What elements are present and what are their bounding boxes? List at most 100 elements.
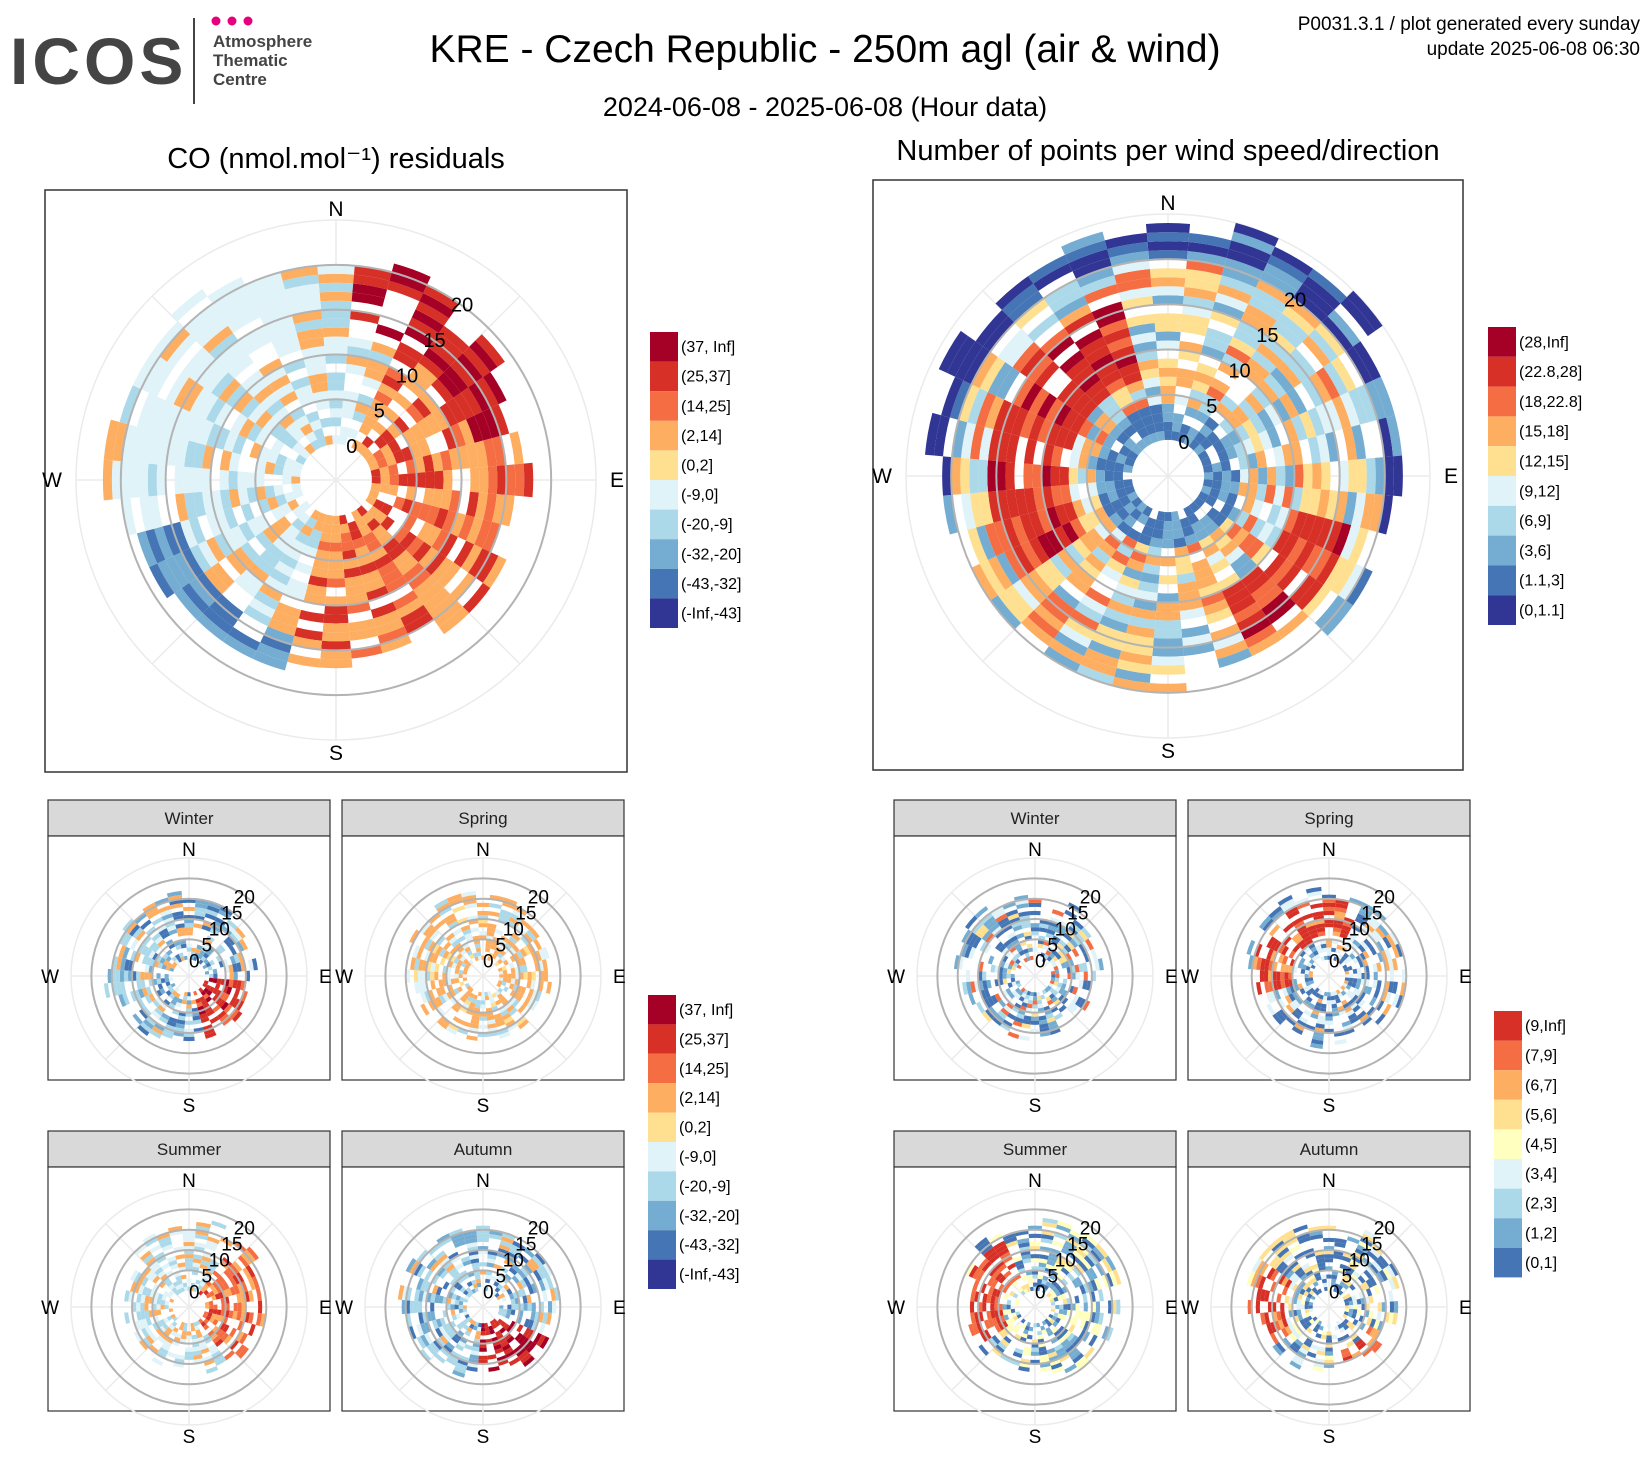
heatmap-cell	[1322, 906, 1336, 912]
heatmap-cell	[486, 1258, 496, 1264]
heatmap-cell	[482, 372, 507, 405]
heatmap-cell	[170, 982, 176, 988]
heatmap-cell	[196, 1332, 203, 1339]
speed-grid-circle	[131, 918, 247, 1034]
speed-tick-label: 5	[495, 1267, 506, 1288]
heatmap-cell	[1331, 1274, 1338, 1280]
heatmap-cell	[192, 1015, 201, 1021]
heatmap-cell	[1347, 1012, 1358, 1021]
heatmap-cell	[426, 927, 437, 939]
heatmap-cell	[1249, 468, 1259, 484]
speed-tick-label: 15	[1361, 1235, 1382, 1256]
heatmap-cell	[1372, 963, 1378, 973]
heatmap-cell	[1003, 1270, 1012, 1279]
heatmap-cell	[1376, 1320, 1385, 1332]
heatmap-cell	[405, 1257, 417, 1273]
heatmap-cell	[1282, 1337, 1292, 1348]
heatmap-cell	[175, 1275, 182, 1282]
heatmap-cell	[171, 408, 190, 439]
heatmap-cell	[267, 324, 297, 342]
heatmap-cell	[1310, 964, 1316, 970]
heatmap-cell	[175, 944, 182, 951]
heatmap-cell	[180, 1321, 185, 1327]
heatmap-cell	[1177, 432, 1188, 444]
heatmap-cell	[1212, 301, 1245, 321]
heatmap-cell	[1097, 958, 1104, 971]
heatmap-cell	[111, 969, 117, 983]
heatmap-cell	[1148, 250, 1188, 260]
heatmap-cell	[412, 541, 432, 563]
heatmap-cell	[255, 1313, 262, 1326]
heatmap-cell	[1116, 507, 1130, 521]
heatmap-cell	[183, 303, 218, 335]
heatmap-cell	[424, 551, 447, 576]
heatmap-cell	[435, 1318, 443, 1328]
heatmap-cell	[1284, 964, 1290, 973]
heatmap-cell	[1050, 1301, 1056, 1306]
heatmap-cell	[1151, 656, 1185, 666]
heatmap-cell	[1308, 928, 1318, 936]
heatmap-cell	[479, 1016, 487, 1021]
heatmap-cell	[457, 514, 475, 541]
heatmap-cell	[499, 996, 507, 1003]
heatmap-cell	[1276, 980, 1282, 990]
heatmap-cell	[166, 1020, 177, 1028]
heatmap-cell	[1027, 354, 1054, 383]
heatmap-cell	[454, 1332, 462, 1341]
heatmap-cell	[1282, 1266, 1292, 1277]
heatmap-cell	[497, 967, 503, 972]
heatmap-cell	[1116, 277, 1152, 293]
heatmap-cell	[381, 568, 403, 586]
heatmap-cell	[154, 1007, 164, 1016]
heatmap-cell	[1021, 1275, 1028, 1282]
legend-label: (-43,-32]	[679, 1237, 739, 1254]
heatmap-cell	[1281, 987, 1289, 997]
heatmap-cell	[1077, 468, 1087, 484]
heatmap-cell	[1015, 1311, 1021, 1316]
heatmap-cell	[523, 1339, 533, 1351]
legend-label: (1,2]	[1525, 1225, 1557, 1242]
heatmap-cell	[1014, 952, 1021, 959]
heatmap-cell	[1309, 980, 1315, 985]
heatmap-cell	[1079, 1284, 1087, 1295]
heatmap-cell	[144, 964, 150, 973]
heatmap-cell	[472, 1325, 478, 1331]
heatmap-cell	[942, 494, 959, 535]
heatmap-cell	[474, 440, 488, 468]
heatmap-cell	[501, 965, 507, 971]
heatmap-cell	[1069, 938, 1079, 948]
heatmap-cell	[1308, 548, 1332, 580]
heatmap-cell	[494, 1016, 504, 1024]
heatmap-cell	[140, 1250, 152, 1261]
heatmap-cell	[1003, 1004, 1012, 1013]
heatmap-cell	[461, 1273, 470, 1281]
heatmap-cell	[983, 943, 992, 954]
heatmap-cell	[988, 1337, 998, 1348]
heatmap-cell	[1361, 1347, 1373, 1357]
heatmap-cell	[435, 945, 444, 956]
heatmap-cell	[1053, 1343, 1064, 1352]
heatmap-cell	[969, 1301, 975, 1313]
heatmap-cell	[1042, 558, 1066, 585]
heatmap-cell	[1040, 597, 1070, 625]
heatmap-cell	[1401, 969, 1407, 983]
heatmap-cell	[1044, 1009, 1053, 1016]
heatmap-cell	[223, 938, 233, 948]
heatmap-cell	[474, 492, 488, 520]
heatmap-cell	[445, 1341, 455, 1351]
heatmap-cell	[327, 569, 345, 579]
heatmap-cell	[988, 1253, 1000, 1264]
heatmap-cell	[1321, 600, 1354, 636]
heatmap-cell	[1043, 279, 1081, 306]
heatmap-cell	[157, 962, 164, 969]
heatmap-cell	[278, 413, 295, 430]
heatmap-cell	[1342, 964, 1348, 970]
heatmap-cell	[145, 1016, 157, 1026]
heatmap-cell	[1266, 1003, 1276, 1016]
heatmap-cell	[156, 1309, 162, 1316]
heatmap-cell	[170, 1330, 177, 1337]
heatmap-cell	[132, 351, 160, 390]
heatmap-cell	[1149, 683, 1187, 693]
co-residuals-title: CO (nmol.mol⁻¹) residuals	[167, 143, 505, 175]
heatmap-cell	[499, 1240, 513, 1248]
